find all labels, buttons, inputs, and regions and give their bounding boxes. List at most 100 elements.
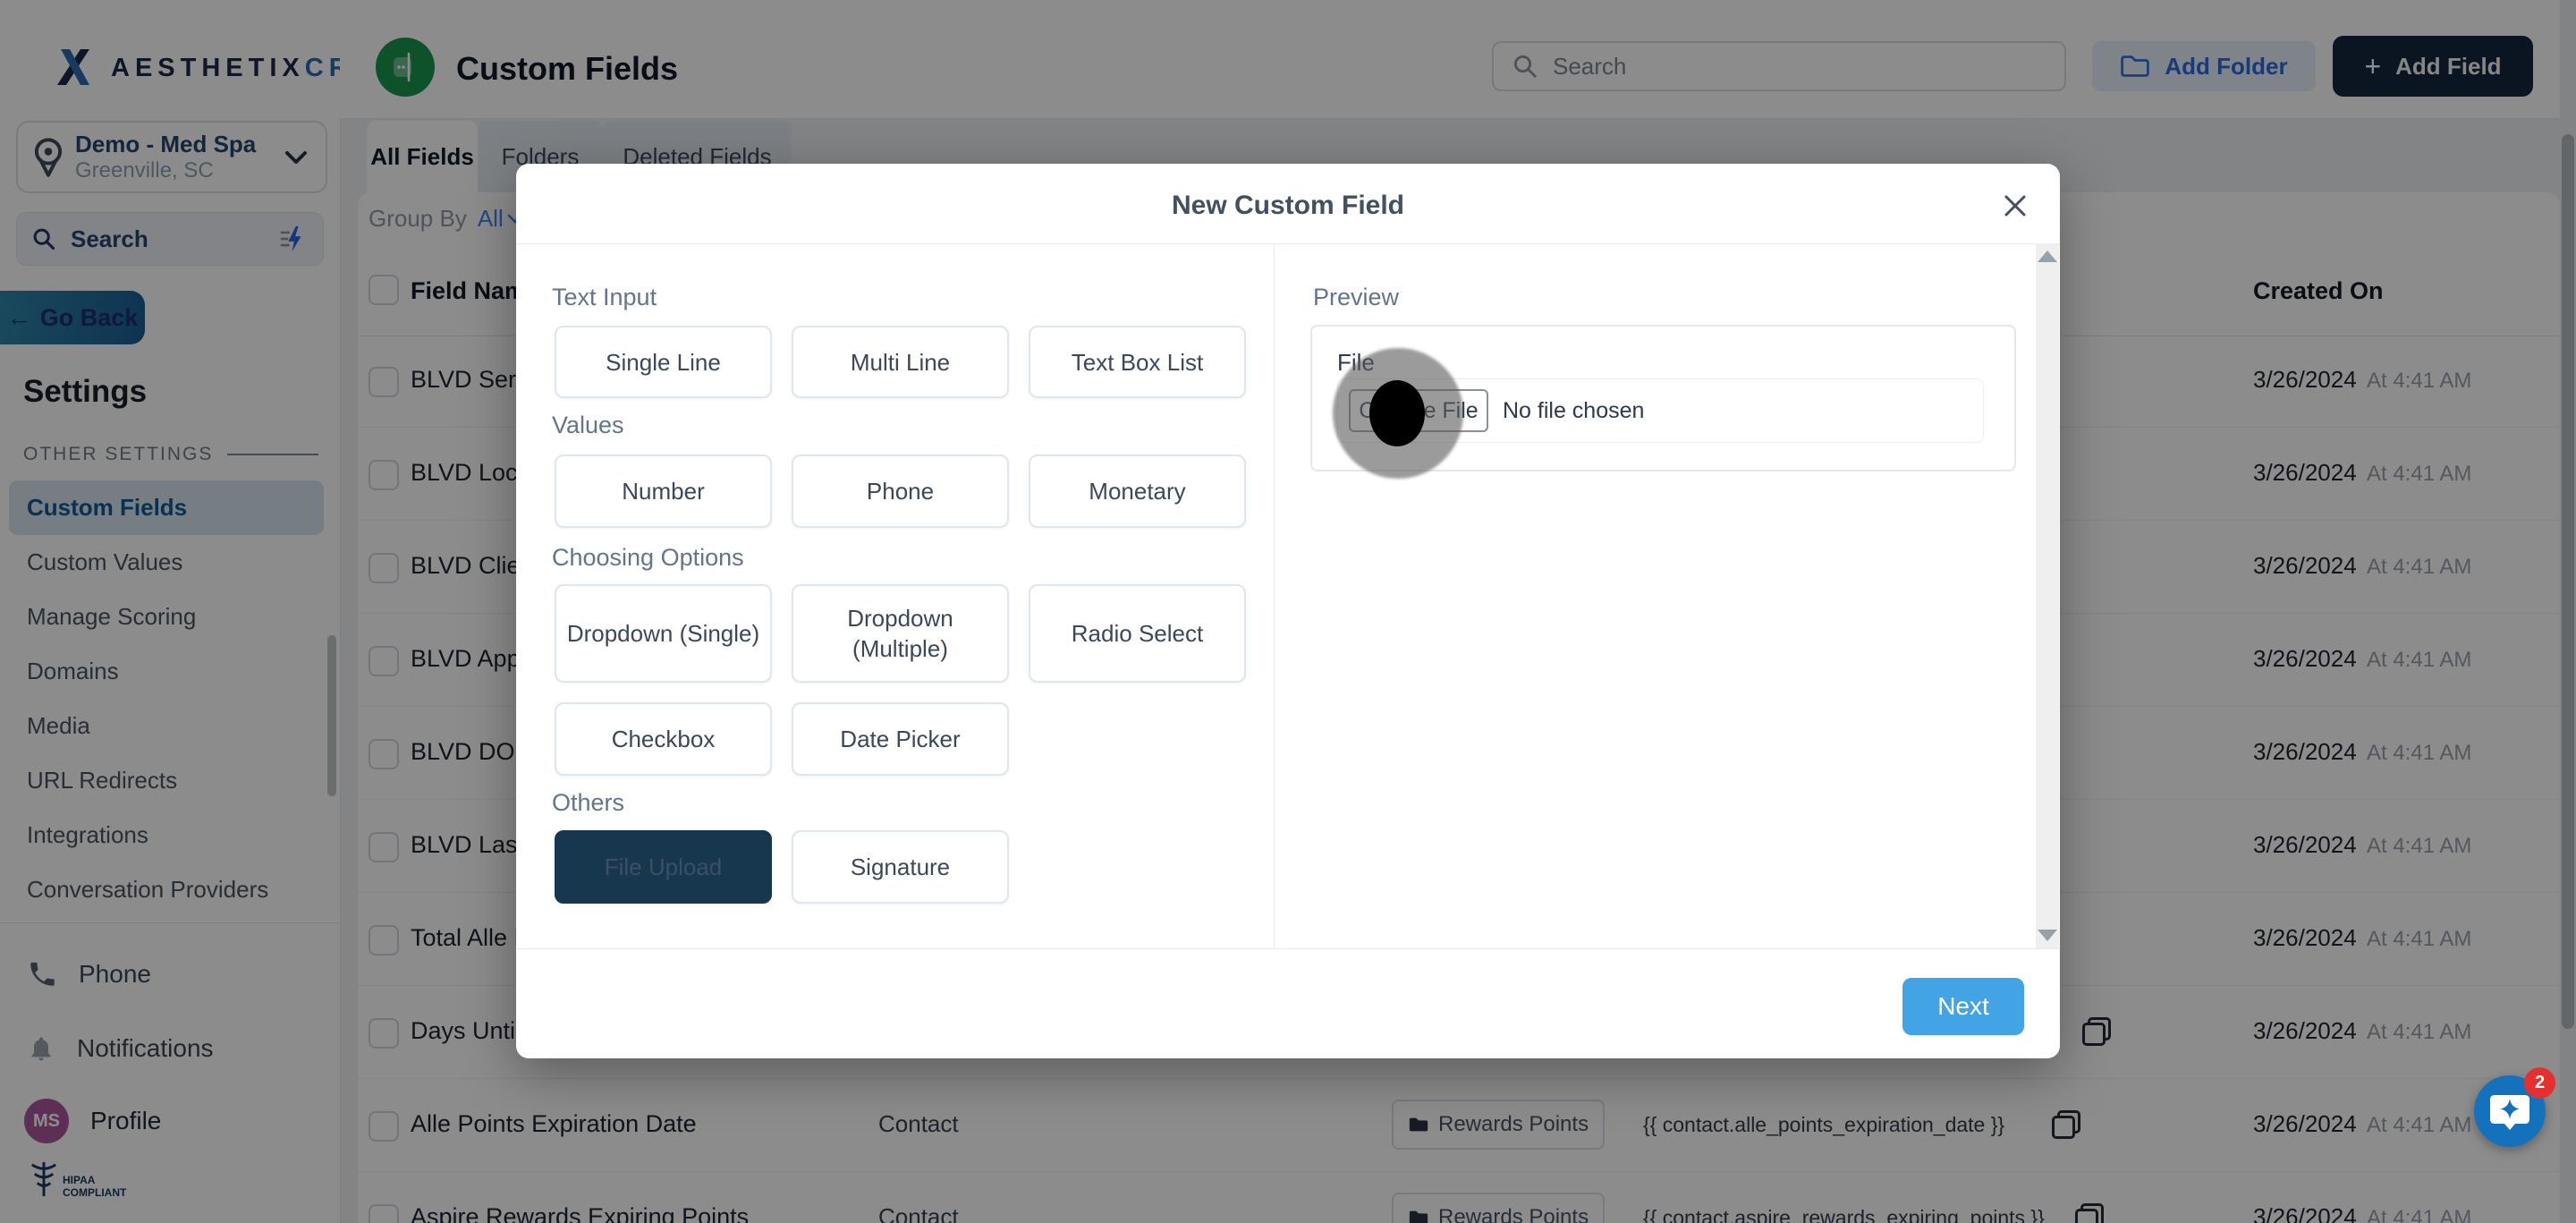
notification-badge: 2 (2524, 1067, 2555, 1099)
row-checkbox[interactable] (369, 1111, 399, 1142)
row-checkbox[interactable] (369, 367, 399, 397)
add-folder-label: Add Folder (2165, 52, 2288, 80)
close-icon[interactable] (1997, 188, 2033, 224)
divider (0, 922, 340, 923)
sidebar-item-media[interactable]: Media (27, 712, 90, 739)
sidebar-scrollbar[interactable] (327, 635, 336, 796)
scroll-down-arrow-icon[interactable] (2038, 930, 2057, 941)
option-checkbox[interactable]: Checkbox (555, 702, 772, 776)
modal-title: New Custom Field (1171, 191, 1405, 220)
option-monetary[interactable]: Monetary (1029, 454, 1246, 528)
table-row[interactable]: Aspire Rewards Expiring Points Contact R… (358, 1171, 2560, 1223)
sidebar-item-profile[interactable]: MS Profile (24, 1092, 319, 1150)
option-radio-select[interactable]: Radio Select (1029, 584, 1246, 683)
divider (1274, 243, 1275, 948)
created-date: 3/26/2024 (2253, 552, 2357, 579)
logo-icon (57, 49, 89, 85)
copy-icon[interactable] (2082, 1017, 2111, 1046)
row-checkbox[interactable] (369, 832, 399, 862)
option-dropdown-multiple[interactable]: Dropdown (Multiple) (792, 584, 1009, 683)
folder-badge[interactable]: Rewards Points (1392, 1193, 1606, 1223)
scroll-up-arrow-icon[interactable] (2038, 251, 2057, 262)
sidebar-item-domains[interactable]: Domains (27, 658, 119, 684)
created-date: 3/26/2024 (2253, 645, 2357, 672)
custom-fields-icon (376, 38, 435, 97)
go-back-button[interactable]: ← Go Back (0, 291, 145, 344)
sidebar-item-integrations[interactable]: Integrations (27, 821, 148, 848)
add-folder-button[interactable]: Add Folder (2092, 41, 2316, 91)
table-row[interactable]: Alle Points Expiration Date Contact Rewa… (358, 1078, 2560, 1172)
tab-all-fields[interactable]: All Fields (367, 121, 478, 192)
next-button[interactable]: Next (1902, 978, 2024, 1035)
option-dropdown-single[interactable]: Dropdown (Single) (555, 584, 772, 683)
preview-box (1310, 325, 2016, 471)
field-merge-tag: {{ contact.alle_points_expiration_date }… (1643, 1113, 2005, 1136)
divider (227, 454, 318, 455)
created-time: At 4:41 AM (2367, 927, 2472, 951)
row-checkbox[interactable] (369, 460, 399, 490)
row-checkbox[interactable] (369, 925, 399, 955)
modal-scrollbar[interactable] (2036, 243, 2059, 948)
created-time: At 4:41 AM (2367, 462, 2472, 486)
option-date-picker[interactable]: Date Picker (792, 702, 1009, 776)
sidebar-item-conversation-providers[interactable]: Conversation Providers (27, 876, 269, 903)
header-search-input[interactable] (1551, 51, 1984, 81)
cursor-dot (1369, 380, 1425, 446)
folder-icon (1409, 1117, 1428, 1132)
option-multi-line[interactable]: Multi Line (792, 326, 1009, 398)
row-checkbox[interactable] (369, 1204, 399, 1223)
copy-icon[interactable] (2075, 1203, 2104, 1223)
bell-icon (31, 1037, 51, 1061)
field-name: Alle Points Expiration Date (411, 1110, 697, 1137)
created-time: At 4:41 AM (2367, 741, 2472, 765)
row-checkbox[interactable] (369, 646, 399, 676)
option-single-line[interactable]: Single Line (555, 326, 772, 398)
chat-bubble-icon (2490, 1095, 2529, 1130)
row-checkbox[interactable] (369, 553, 399, 583)
notifications-label: Notifications (77, 1034, 214, 1062)
created-time: At 4:41 AM (2367, 369, 2472, 393)
option-phone[interactable]: Phone (792, 454, 1009, 528)
brand-name: AESTHETIX (111, 53, 305, 82)
option-signature[interactable]: Signature (792, 830, 1009, 904)
created-time: At 4:41 AM (2367, 1113, 2472, 1137)
select-all-checkbox[interactable] (369, 275, 399, 305)
created-date: 3/26/2024 (2253, 459, 2357, 486)
back-arrow-icon: ← (6, 303, 31, 331)
row-checkbox[interactable] (369, 1018, 399, 1049)
sidebar-item-phone[interactable]: Phone (27, 946, 322, 1003)
copy-icon[interactable] (2052, 1110, 2080, 1139)
option-file-upload-selected[interactable]: File Upload (555, 830, 772, 904)
group-by-value-dropdown[interactable]: All (478, 205, 523, 233)
group-by-label: Group By (369, 205, 467, 232)
no-file-chosen-text: No file chosen (1503, 397, 1645, 423)
sidebar-item-custom-fields[interactable]: Custom Fields (9, 480, 324, 535)
profile-label: Profile (90, 1107, 162, 1134)
sidebar-item-manage-scoring[interactable]: Manage Scoring (27, 603, 197, 630)
column-header-created-on[interactable]: Created On (2253, 277, 2384, 304)
sidebar-search[interactable] (16, 212, 324, 266)
page-scrollbar-thumb[interactable] (2562, 134, 2574, 1029)
table-row[interactable]: BLVD Clien 3/26/2024 At 4:41 AM (358, 520, 2560, 614)
folder-badge[interactable]: Rewards Points (1392, 1100, 1606, 1150)
add-field-button[interactable]: + Add Field (2333, 36, 2533, 97)
field-name: BLVD Loca (411, 459, 531, 486)
field-merge-tag: {{ contact.aspire_rewards_expiring_point… (1643, 1206, 2045, 1223)
row-checkbox[interactable] (369, 739, 399, 769)
location-selector[interactable]: Demo - Med Spa Greenville, SC (16, 121, 327, 193)
sidebar-search-input[interactable] (69, 224, 251, 254)
table-row[interactable]: BLVD Appo 3/26/2024 At 4:41 AM (358, 613, 2560, 707)
option-number[interactable]: Number (555, 454, 772, 528)
sidebar-item-custom-values[interactable]: Custom Values (27, 548, 183, 575)
created-date: 3/26/2024 (2253, 924, 2357, 951)
sidebar-item-notifications[interactable]: Notifications (27, 1020, 322, 1077)
field-name: Total Alle P (411, 924, 530, 951)
table-row[interactable]: Days Until 3/26/2024 At 4:41 AM (358, 985, 2560, 1079)
header-search[interactable] (1492, 41, 2066, 91)
sidebar-item-url-redirects[interactable]: URL Redirects (27, 767, 178, 794)
add-field-label: Add Field (2395, 52, 2502, 80)
chevron-down-icon (285, 150, 307, 164)
quick-actions-bolt-icon[interactable] (278, 224, 309, 254)
option-text-box-list[interactable]: Text Box List (1029, 326, 1246, 398)
section-label-text-input: Text Input (552, 284, 657, 310)
